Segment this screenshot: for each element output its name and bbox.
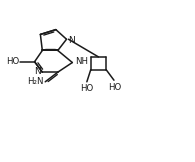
Text: NH: NH bbox=[75, 57, 88, 66]
Text: HO: HO bbox=[80, 84, 93, 93]
Text: H₂N: H₂N bbox=[27, 77, 44, 86]
Text: N: N bbox=[68, 36, 75, 45]
Text: N: N bbox=[34, 67, 40, 76]
Text: HO: HO bbox=[6, 57, 19, 66]
Text: HO: HO bbox=[108, 83, 121, 92]
